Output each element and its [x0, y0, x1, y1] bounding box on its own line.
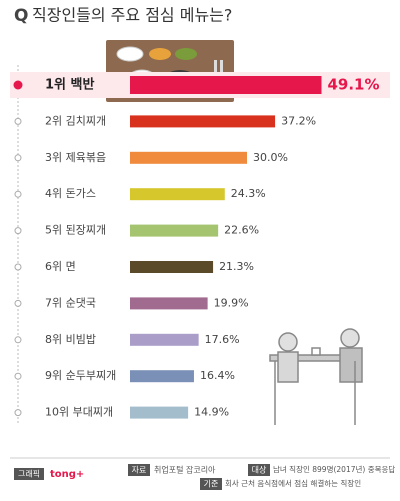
value-label: 17.6%: [205, 333, 240, 346]
timeline-dot: [14, 372, 22, 380]
footer-tag-box: [248, 464, 270, 476]
timeline-dot: [14, 336, 22, 344]
value-label: 19.9%: [214, 296, 249, 309]
bar: [130, 406, 189, 419]
category-label: 2위 김치찌개: [45, 114, 106, 127]
value-label: 21.3%: [219, 260, 254, 273]
footer-tag-box: [14, 468, 44, 480]
people-illustration: [269, 328, 363, 425]
timeline-dot: [13, 80, 23, 90]
category-label: 10위 부대찌개: [45, 406, 113, 419]
category-label: 6위 면: [45, 260, 76, 273]
title-prefix: Q: [14, 6, 28, 26]
bar: [130, 370, 194, 383]
bar: [130, 224, 219, 237]
bar: [130, 115, 276, 128]
category-label: 7위 순댓국: [45, 296, 96, 309]
value-label: 24.3%: [231, 187, 266, 200]
bar: [130, 333, 199, 346]
bar: [130, 76, 322, 94]
category-label: 3위 제육볶음: [45, 151, 106, 164]
footer-tag-box: [200, 478, 222, 490]
footer-criteria: 회사 근처 음식점에서 점심 해결하는 직장인: [225, 478, 361, 488]
footer-source: 취업포털 잡코리아: [154, 465, 216, 475]
footer: 그래픽 tong+ 자료 취업포털 잡코리아 대상 남녀 직장인 899명(2017년) …: [14, 464, 395, 490]
category-label: 8위 비빔밥: [45, 333, 96, 346]
value-label: 37.2%: [281, 114, 316, 127]
bar: [130, 151, 247, 164]
category-label: 9위 순두부찌개: [45, 369, 116, 382]
chart-title: 직장인들의 주요 점심 메뉴는?: [32, 6, 232, 25]
value-label: 22.6%: [224, 224, 259, 237]
footer-target: 남녀 직장인 899명(2017년) 중복응답: [273, 464, 395, 474]
footer-tag-box: [128, 464, 150, 476]
timeline-dot: [14, 190, 22, 198]
footer-tag: 대상: [252, 465, 267, 475]
timeline-dot: [14, 409, 22, 417]
value-label: 16.4%: [200, 369, 235, 382]
timeline-dot: [14, 263, 22, 271]
timeline-dot: [14, 299, 22, 307]
footer-tag: 기준: [204, 480, 219, 489]
footer-graphic: tong+: [50, 469, 84, 480]
footer-tag: 자료: [132, 466, 147, 475]
category-label: 5위 된장찌개: [45, 224, 106, 237]
bar: [130, 188, 225, 201]
timeline-dot: [14, 227, 22, 235]
category-label: 4위 돈가스: [45, 187, 96, 200]
bar: [130, 297, 208, 310]
timeline-dot: [14, 154, 22, 162]
footer-tag: 그래픽: [18, 469, 40, 479]
bar: [130, 261, 214, 273]
value-label: 14.9%: [194, 406, 229, 419]
timeline-dot: [14, 117, 22, 125]
category-label: 1위 백반: [45, 77, 94, 93]
value-label: 49.1%: [327, 76, 379, 94]
value-label: 30.0%: [253, 151, 288, 164]
